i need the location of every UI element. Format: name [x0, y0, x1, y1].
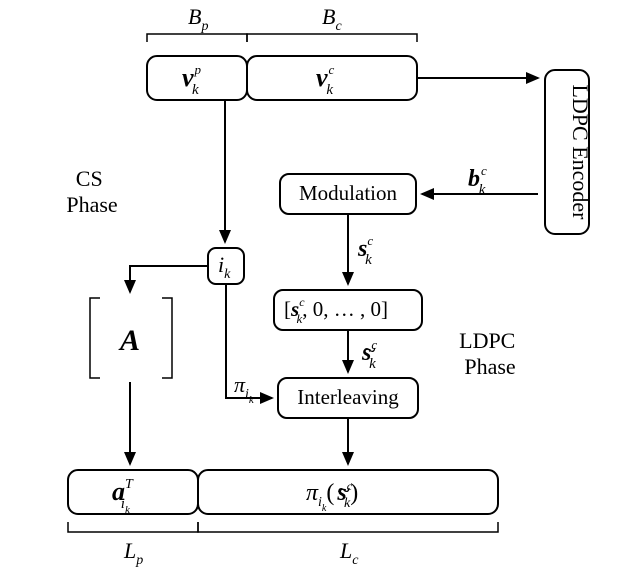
label-Lp: Lp [123, 538, 143, 568]
bottom-bracket-lp: Lp [68, 522, 198, 568]
bk-label: bck [468, 163, 487, 198]
a-out-box [68, 470, 198, 514]
arrow-ik-to-int [226, 284, 272, 398]
label-Bp: Bp [188, 4, 208, 34]
interleaving-label: Interleaving [297, 385, 399, 409]
pi-ik-label: πik [234, 372, 255, 406]
ldpc-phase-label: LDPC Phase [459, 328, 521, 379]
label-Bc: Bc [322, 4, 342, 34]
A-brackets: A [90, 298, 172, 378]
sk-label: sck [357, 233, 373, 268]
A-label: A [118, 324, 140, 357]
cs-phase-label: CS Phase [66, 166, 117, 217]
ldpc-encoder-label: LDPC Encoder [568, 84, 593, 220]
top-bracket-bc: Bc [247, 4, 417, 42]
bottom-bracket-lc: Lc [198, 522, 498, 568]
label-Lc: Lc [339, 538, 359, 568]
modulation-label: Modulation [299, 181, 397, 205]
arrow-ik-to-A [130, 266, 208, 292]
stilde-label: ~sck [361, 337, 377, 372]
top-bracket-bp: Bp [147, 4, 247, 42]
